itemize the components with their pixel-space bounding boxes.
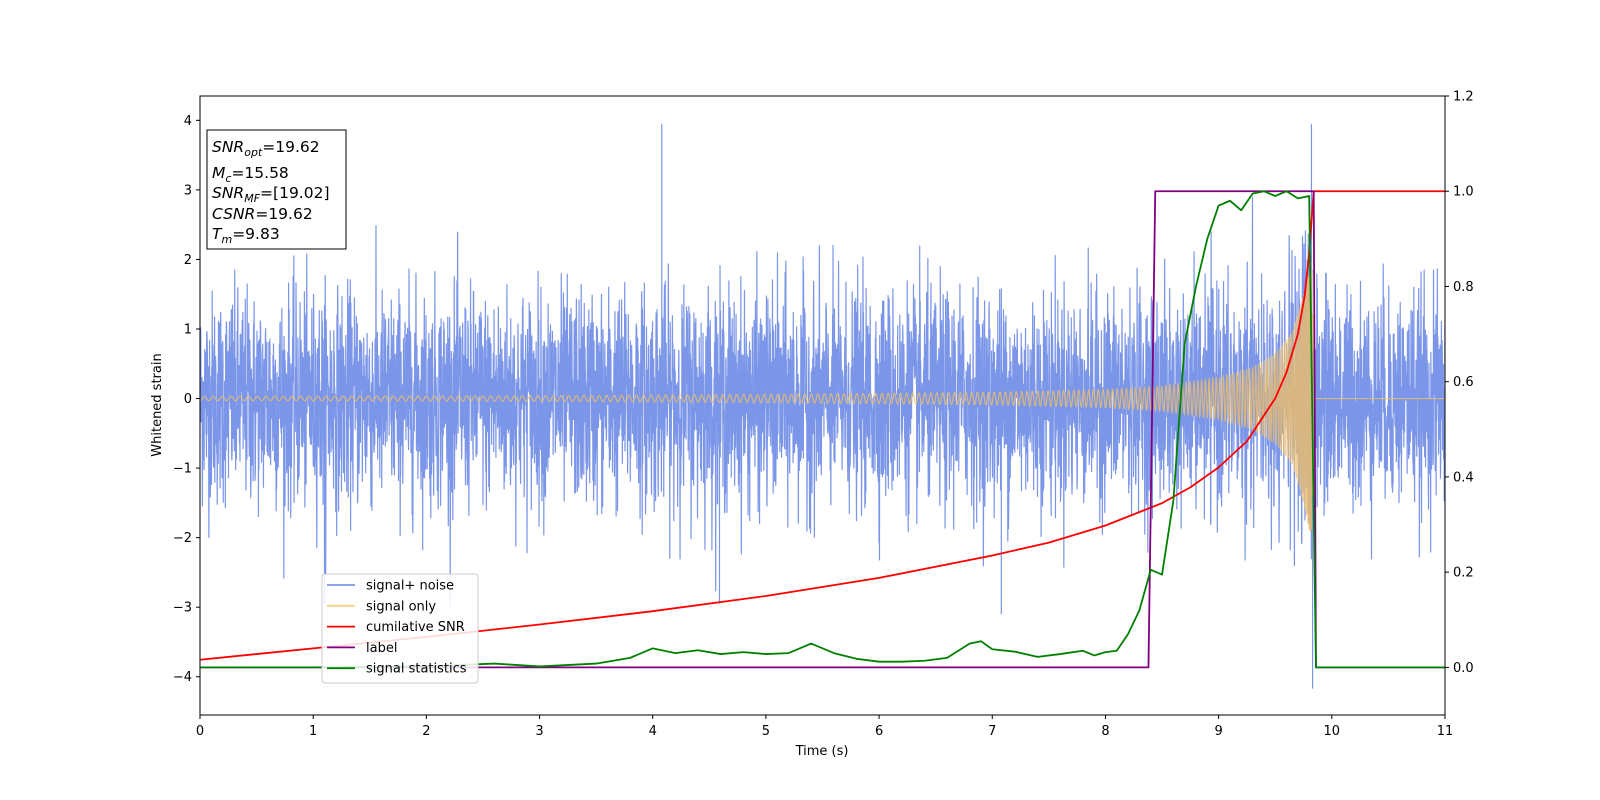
x-tick-label: 1 — [309, 724, 317, 739]
x-tick-label: 8 — [1101, 724, 1109, 739]
x-tick-label: 10 — [1324, 724, 1341, 739]
annotation-line: SNRopt=19.62 — [212, 138, 320, 159]
x-tick-label: 2 — [422, 724, 430, 739]
y-right-tick-label: 0.2 — [1453, 566, 1474, 581]
y-axis-left: −4 −3 −2 −1 0 1 2 3 4 — [173, 114, 200, 685]
annotation-frame — [206, 129, 347, 250]
y-right-tick-label: 0.6 — [1453, 375, 1474, 390]
x-tick-label: 0 — [196, 724, 204, 739]
x-tick-label: 5 — [762, 724, 770, 739]
y-left-tick-label: 1 — [184, 322, 192, 337]
x-tick-label: 7 — [988, 724, 996, 739]
legend-entry: signal statistics — [366, 662, 467, 677]
x-axis: 0 1 2 3 4 5 6 7 8 9 10 11 — [196, 715, 1453, 739]
series-signal-statistics — [200, 190, 1445, 669]
y-right-tick-label: 0.4 — [1453, 470, 1474, 485]
y-left-tick-label: −3 — [173, 601, 192, 616]
legend-frame — [321, 573, 479, 684]
x-tick-label: 6 — [875, 724, 883, 739]
y-left-tick-label: −4 — [173, 670, 192, 685]
y-right-tick-label: 1.0 — [1453, 185, 1474, 200]
y-right-tick-label: 0.0 — [1453, 661, 1474, 676]
y-left-tick-label: −1 — [173, 462, 192, 477]
annotation-line: Tm=9.83 — [212, 225, 280, 246]
x-tick-label: 9 — [1214, 724, 1222, 739]
annotation-line: CSNR=19.62 — [212, 205, 313, 223]
y-right-tick-label: 1.2 — [1453, 90, 1474, 105]
legend-entry: cumilative SNR — [366, 620, 465, 635]
y-left-tick-label: −2 — [173, 531, 192, 546]
y-left-tick-label: 4 — [184, 114, 192, 129]
series-signal-only — [200, 262, 1445, 533]
y-axis-label: Whitened strain — [150, 353, 165, 456]
legend-entry: signal+ noise — [366, 579, 454, 594]
y-left-tick-label: 0 — [184, 392, 192, 407]
annotation-line: SNRMF=[19.02] — [212, 184, 330, 205]
x-tick-label: 4 — [649, 724, 657, 739]
annotation-line: Mc=15.58 — [212, 164, 289, 185]
series-signal-plus-noise — [200, 123, 1445, 689]
x-tick-label: 3 — [535, 724, 543, 739]
plot-frame — [199, 95, 1446, 716]
y-left-tick-label: 2 — [184, 253, 192, 268]
annotation-box: SNRopt=19.62 Mc=15.58SNRMF=[19.02]CSNR=19… — [206, 129, 347, 250]
y-left-tick-label: 3 — [184, 183, 192, 198]
y-right-tick-label: 0.8 — [1453, 280, 1474, 295]
x-axis-label: Time (s) — [795, 744, 849, 759]
x-tick-label: 11 — [1437, 724, 1454, 739]
legend-entry: signal only — [366, 599, 436, 614]
series-layer — [200, 123, 1445, 689]
series-cumulative-snr — [200, 190, 1445, 661]
legend: signal+ noise signal only cumilative SNR la… — [321, 573, 479, 684]
y-axis-right: 0.0 0.2 0.4 0.6 0.8 1.0 1.2 — [1445, 90, 1474, 676]
legend-entry: label — [366, 641, 397, 656]
